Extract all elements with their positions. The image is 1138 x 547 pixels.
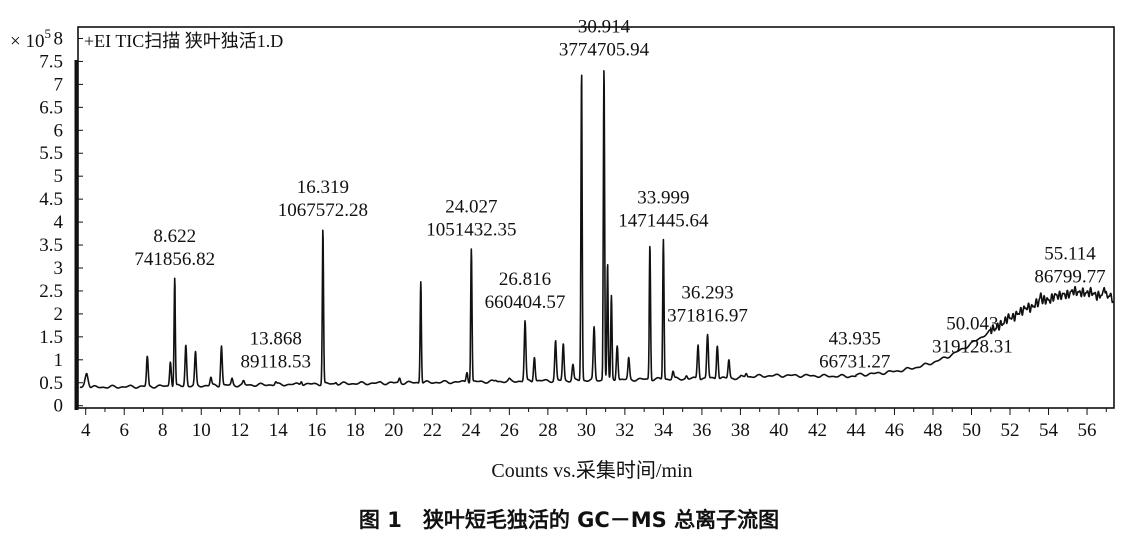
y-tick-label: 7.5 (39, 51, 63, 72)
y-axis-ticks: 00.511.522.533.544.555.566.577.58 (39, 28, 83, 417)
peak-retention-time: 30.914 (578, 16, 631, 37)
y-tick-label: 6.5 (39, 97, 63, 118)
peak-retention-time: 13.868 (250, 328, 302, 349)
x-tick-label: 20 (384, 420, 403, 441)
peak-area: 89118.53 (240, 351, 311, 372)
y-tick-label: 1.5 (39, 327, 63, 348)
y-tick-label: 0.5 (39, 373, 63, 394)
peak-area: 371816.97 (667, 306, 748, 327)
x-tick-label: 48 (923, 420, 942, 441)
peak-area: 660404.57 (485, 292, 566, 313)
x-tick-label: 46 (885, 420, 904, 441)
x-tick-label: 28 (538, 420, 557, 441)
x-tick-label: 14 (269, 420, 289, 441)
peak-area: 1051432.35 (426, 220, 516, 241)
x-tick-label: 8 (158, 420, 168, 441)
y-multiplier: × 105 (10, 26, 51, 52)
y-tick-label: 3.5 (39, 235, 63, 256)
peak-retention-time: 26.816 (499, 269, 551, 290)
peak-area: 3774705.94 (559, 39, 650, 60)
x-tick-label: 10 (192, 420, 211, 441)
x-tick-label: 26 (500, 420, 519, 441)
x-tick-label: 12 (230, 420, 249, 441)
y-tick-label: 8 (54, 28, 64, 49)
y-multiplier-exponent: 5 (44, 26, 51, 41)
x-tick-label: 36 (692, 420, 711, 441)
x-tick-label: 42 (808, 420, 827, 441)
x-tick-label: 18 (346, 420, 365, 441)
figure-caption: 图 1 狭叶短毛独活的 GC－MS 总离子流图 (359, 508, 779, 532)
y-tick-label: 3 (54, 258, 64, 279)
x-tick-label: 38 (731, 420, 750, 441)
y-tick-label: 4.5 (39, 189, 63, 210)
peak-retention-time: 16.319 (297, 177, 349, 198)
peak-area: 86799.77 (1034, 267, 1105, 288)
x-axis-label: Counts vs.采集时间/min (491, 459, 692, 482)
y-tick-label: 2 (54, 304, 64, 325)
x-tick-label: 56 (1078, 420, 1097, 441)
x-tick-label: 50 (962, 420, 981, 441)
peak-retention-time: 50.043 (946, 313, 998, 334)
x-tick-label: 6 (119, 420, 129, 441)
y-multiplier-base: × 10 (10, 31, 44, 52)
x-tick-label: 54 (1039, 420, 1059, 441)
x-tick-label: 34 (654, 420, 674, 441)
peak-retention-time: 55.114 (1044, 244, 1096, 265)
y-tick-label: 2.5 (39, 281, 63, 302)
peak-retention-time: 43.935 (829, 328, 881, 349)
x-tick-label: 32 (615, 420, 634, 441)
y-tick-label: 5 (54, 166, 64, 187)
x-tick-label: 22 (423, 420, 442, 441)
peak-area: 319128.31 (932, 336, 1013, 357)
peak-area: 1471445.64 (618, 211, 709, 232)
peak-area: 66731.27 (819, 351, 890, 372)
x-axis-ticks: 4 6 8 10 12 14 16 18 20 22 24 26 28 30 32 34 36 38 40 42 44 4… (81, 408, 1107, 441)
y-tick-label: 6 (54, 120, 64, 141)
peak-retention-time: 8.622 (153, 226, 196, 247)
x-tick-label: 24 (461, 420, 481, 441)
peak-retention-time: 36.293 (681, 283, 733, 304)
y-tick-label: 5.5 (39, 143, 63, 164)
tic-trace (79, 70, 1114, 389)
trace-title: +EI TIC扫描 狭叶独活1.D (84, 31, 283, 51)
peak-area: 1067572.28 (278, 200, 368, 221)
y-tick-label: 7 (54, 74, 64, 95)
y-tick-label: 4 (54, 212, 64, 233)
peak-retention-time: 33.999 (637, 188, 689, 209)
x-tick-label: 44 (846, 420, 866, 441)
x-tick-label: 52 (1001, 420, 1020, 441)
peak-area: 741856.82 (134, 249, 215, 270)
y-tick-label: 0 (54, 396, 64, 417)
x-tick-label: 40 (769, 420, 788, 441)
peak-retention-time: 24.027 (445, 197, 497, 218)
x-tick-label: 4 (81, 420, 91, 441)
x-tick-label: 30 (577, 420, 596, 441)
x-tick-label: 16 (307, 420, 326, 441)
y-tick-label: 1 (54, 350, 64, 371)
